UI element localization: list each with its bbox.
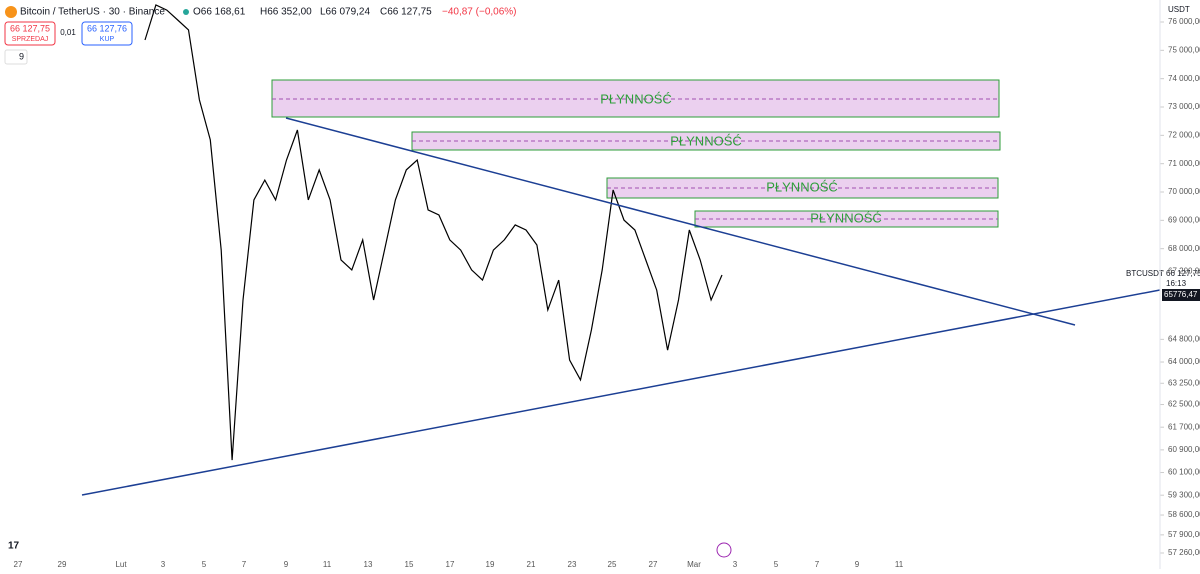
marker-label: 65776,47 xyxy=(1164,290,1198,299)
price-scale: USDT BTCUSDT 66 127,75 16:13 65776,47 xyxy=(1126,5,1200,301)
x-tick-label: 21 xyxy=(527,560,536,569)
x-tick-label: 13 xyxy=(364,560,373,569)
y-tick-label: 57 260,00 xyxy=(1168,548,1200,557)
x-tick-label: 27 xyxy=(14,560,23,569)
y-tick-label: 60 100,00 xyxy=(1168,468,1200,477)
y-tick-label: 57 900,00 xyxy=(1168,530,1200,539)
indicators-count: 9 xyxy=(19,51,24,61)
y-tick-label: 69 000,00 xyxy=(1168,215,1200,224)
currency: USDT xyxy=(1168,5,1190,14)
plot xyxy=(144,4,723,461)
y-tick-label: 73 000,00 xyxy=(1168,102,1200,111)
zone-label: PŁYNNOŚĆ xyxy=(670,133,742,148)
x-tick-label: 9 xyxy=(855,560,860,569)
sell-label: SPRZEDAJ xyxy=(12,36,49,43)
y-tick-label: 62 500,00 xyxy=(1168,400,1200,409)
buy-button[interactable] xyxy=(81,21,133,46)
countdown: 16:13 xyxy=(1166,279,1187,288)
x-tick-label: 11 xyxy=(323,560,332,569)
y-tick-label: 71 000,00 xyxy=(1168,159,1200,168)
sell-button[interactable] xyxy=(4,21,56,46)
zone-label: PŁYNNOŚĆ xyxy=(766,179,838,194)
x-tick-label: 7 xyxy=(242,560,247,569)
trade: 66 127,75 SPRZEDAJ 0,01 66 127,76 KUP 9 xyxy=(4,21,133,65)
logo: 17 xyxy=(8,541,20,552)
y-tick-label: 61 700,00 xyxy=(1168,422,1200,431)
y-tick-label: 64 800,00 xyxy=(1168,334,1200,343)
x-tick-label: 15 xyxy=(405,560,414,569)
price-marker xyxy=(1162,289,1200,301)
flash-icon[interactable] xyxy=(716,542,732,558)
ticker: BTCUSDT xyxy=(1126,269,1164,278)
x-tick-label: Lut xyxy=(115,560,127,569)
price-line xyxy=(144,4,723,461)
x-tick-label: 29 xyxy=(58,560,67,569)
y-tick-label: 64 000,00 xyxy=(1168,357,1200,366)
y-tick-label: 70 000,00 xyxy=(1168,187,1200,196)
header: Bitcoin / TetherUS · 30 · Binance O66 16… xyxy=(5,6,517,18)
x-tick-label: 23 xyxy=(568,560,577,569)
ohlc: O66 168,61 xyxy=(193,7,246,18)
zone-label: PŁYNNOŚĆ xyxy=(810,210,882,225)
y-tick-label: 67 200,00 xyxy=(1168,266,1200,275)
y-tick-label: 76 000,00 xyxy=(1168,17,1200,26)
y-tick-label: 68 000,00 xyxy=(1168,244,1200,253)
zones: PŁYNNOŚĆ PŁYNNOŚĆ PŁYNNOŚĆ PŁYNNOŚĆ xyxy=(271,79,1001,228)
buy-price: 66 127,76 xyxy=(87,23,127,33)
x-tick-label: 5 xyxy=(774,560,779,569)
y-tick-label: 63 250,00 xyxy=(1168,378,1200,387)
coin-icon xyxy=(5,6,17,18)
last-price: 66 127,75 xyxy=(1166,269,1200,278)
x-tick-label: 3 xyxy=(733,560,738,569)
status xyxy=(183,9,189,15)
x-tick-label: 19 xyxy=(486,560,495,569)
ohlc: H66 352,00 xyxy=(260,7,312,18)
y-tick-label: 75 000,00 xyxy=(1168,45,1200,54)
indicators-toggle[interactable] xyxy=(4,49,28,65)
y-tick-label: 60 900,00 xyxy=(1168,445,1200,454)
x-tick-label: 27 xyxy=(649,560,658,569)
x-tick-label: Mar xyxy=(687,560,701,569)
x-tick-label: 17 xyxy=(446,560,455,569)
spread: 0,01 xyxy=(60,28,76,37)
y-tick-label: 72 000,00 xyxy=(1168,130,1200,139)
zone-label: PŁYNNOŚĆ xyxy=(600,91,672,106)
symbol: Bitcoin / TetherUS · 30 · Binance xyxy=(20,7,165,18)
x-tick-label: 3 xyxy=(161,560,166,569)
y-tick-label: 58 600,00 xyxy=(1168,510,1200,519)
x-tick-label: 9 xyxy=(284,560,289,569)
trendline xyxy=(81,289,1161,496)
sell-price: 66 127,75 xyxy=(10,23,50,33)
change: −40,87 (−0,06%) xyxy=(442,7,517,18)
x-tick-label: 25 xyxy=(608,560,617,569)
ohlc: C66 127,75 xyxy=(380,7,432,18)
y-tick-label: 74 000,00 xyxy=(1168,74,1200,83)
ohlc: L66 079,24 xyxy=(320,7,370,18)
buy-label: KUP xyxy=(100,36,115,43)
x-tick-label: 11 xyxy=(895,560,904,569)
trendline xyxy=(285,117,1076,326)
x-tick-label: 7 xyxy=(815,560,820,569)
y-tick-label: 59 300,00 xyxy=(1168,490,1200,499)
x-tick-label: 5 xyxy=(202,560,207,569)
